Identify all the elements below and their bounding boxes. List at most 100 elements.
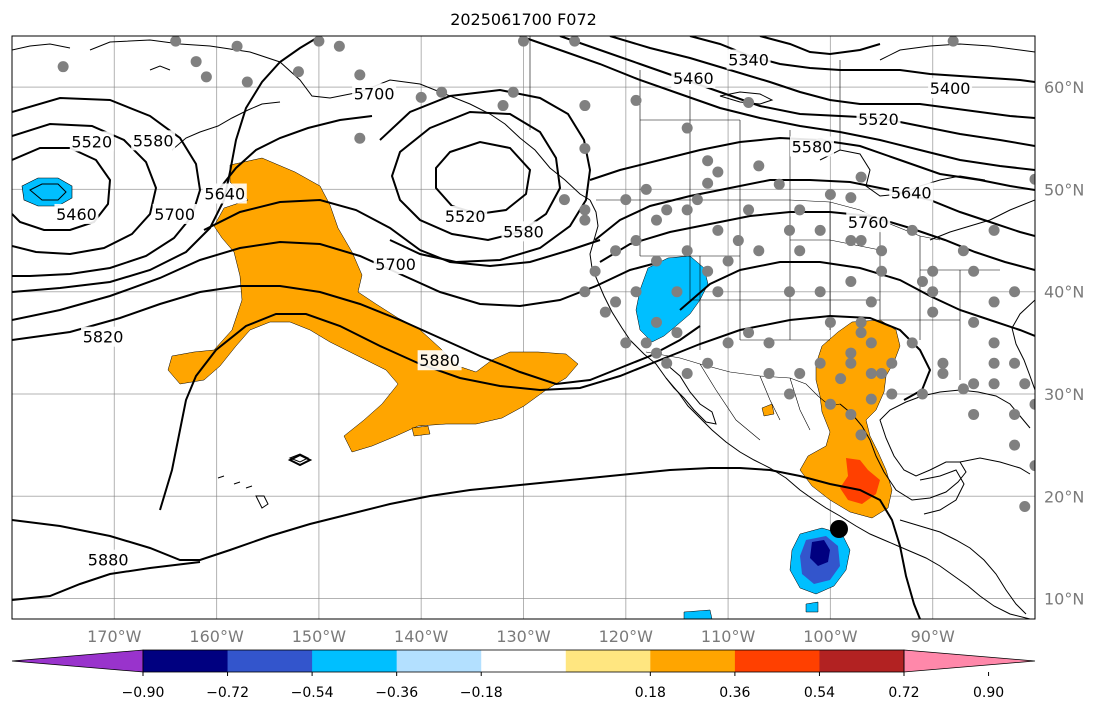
contour-label-bg bbox=[417, 350, 462, 371]
station-marker bbox=[518, 36, 529, 47]
coastline-central-america bbox=[899, 519, 1027, 615]
station-marker bbox=[661, 204, 673, 216]
station-marker bbox=[968, 265, 980, 277]
station-marker bbox=[968, 408, 980, 420]
station-marker bbox=[354, 69, 366, 81]
station-marker bbox=[589, 265, 601, 277]
station-marker bbox=[620, 337, 632, 349]
contour-5820-wave bbox=[12, 285, 701, 386]
contour-5880-bottom bbox=[12, 561, 201, 601]
contour-label-bg bbox=[846, 212, 891, 233]
colorbar-segment bbox=[227, 650, 313, 672]
strong-positive-anomaly-mexico bbox=[840, 458, 880, 504]
latitude-label: 20°N bbox=[1044, 487, 1084, 506]
colorbar-label: −0.72 bbox=[206, 685, 249, 701]
station-marker bbox=[876, 368, 888, 380]
station-marker bbox=[681, 368, 693, 380]
station-marker bbox=[968, 378, 980, 390]
contour-label-bg bbox=[86, 549, 131, 570]
station-marker bbox=[1019, 378, 1031, 390]
contour-label-bg bbox=[928, 78, 973, 99]
positive-anomaly-pacific-blob bbox=[411, 425, 431, 437]
coastlines bbox=[12, 39, 1035, 619]
contour-label: 5340 bbox=[728, 51, 769, 70]
station-marker bbox=[1029, 398, 1035, 410]
station-marker bbox=[558, 194, 570, 206]
station-marker bbox=[855, 235, 867, 247]
longitude-label: 110°W bbox=[701, 627, 756, 646]
colorbar-label: −0.36 bbox=[375, 685, 418, 701]
latitude-label: 60°N bbox=[1044, 78, 1084, 97]
station-marker bbox=[794, 204, 806, 216]
positive-anomaly-pacific-plume bbox=[167, 157, 579, 453]
station-marker bbox=[937, 368, 949, 380]
contour-5640-arc bbox=[219, 115, 373, 189]
latitude-labels: 10°N 20°N 30°N 40°N 50°N 60°N bbox=[1044, 78, 1084, 608]
station-marker bbox=[845, 192, 857, 204]
contour-labels: 5340 5400 5460 5520 5580 5640 5700 5760 5520 5580… bbox=[54, 49, 973, 570]
station-marker bbox=[824, 316, 836, 328]
coastline-arctic-islands bbox=[719, 91, 774, 105]
strong-negative-anomaly-tropical bbox=[810, 540, 830, 566]
station-marker bbox=[794, 368, 806, 380]
contour-label: 5700 bbox=[154, 205, 195, 224]
coastline-hudson bbox=[819, 149, 986, 197]
station-marker bbox=[620, 194, 632, 206]
station-marker bbox=[906, 337, 918, 349]
station-marker bbox=[170, 36, 182, 47]
contour-5520 bbox=[559, 36, 1035, 147]
station-marker bbox=[661, 357, 673, 369]
border-mexico-states bbox=[699, 363, 811, 441]
station-marker bbox=[579, 100, 591, 112]
contour-low-west-2 bbox=[12, 122, 158, 256]
station-marker bbox=[845, 357, 857, 369]
coastline-arctic bbox=[879, 43, 1035, 61]
station-marker bbox=[436, 86, 448, 98]
station-marker bbox=[988, 224, 1000, 236]
contour-5880-south bbox=[12, 467, 921, 619]
contour-label: 5400 bbox=[930, 79, 971, 98]
contour-low-east-1 bbox=[435, 140, 532, 216]
station-marker bbox=[927, 286, 939, 298]
contour-label-bg bbox=[726, 49, 771, 70]
contour-label-bg bbox=[443, 206, 488, 227]
station-marker bbox=[569, 36, 581, 47]
latitude-label: 40°N bbox=[1044, 283, 1084, 302]
station-marker bbox=[824, 189, 836, 201]
station-marker bbox=[650, 214, 662, 226]
contour-label-bg bbox=[69, 131, 114, 152]
station-marker bbox=[650, 347, 662, 359]
longitude-labels: 170°W 160°W 150°W 140°W 130°W 120°W 110°W 100°W… bbox=[87, 627, 955, 646]
border-us-mexico bbox=[645, 351, 841, 407]
coastline-northeast bbox=[929, 199, 1035, 241]
contour-label-bg bbox=[81, 326, 126, 347]
station-marker bbox=[783, 388, 795, 400]
coastline-alaska bbox=[89, 39, 591, 201]
colorbar-label: 0.72 bbox=[888, 685, 919, 701]
contour-5700-wave bbox=[203, 198, 601, 268]
contour-label-bg bbox=[889, 182, 934, 203]
station-marker bbox=[702, 155, 714, 167]
station-marker bbox=[824, 398, 836, 410]
station-marker bbox=[876, 265, 888, 277]
contour-5760-wave bbox=[12, 240, 661, 321]
station-marker bbox=[845, 408, 857, 420]
contour-5340 bbox=[759, 36, 881, 56]
longitude-label: 100°W bbox=[803, 627, 858, 646]
colorbar-segment bbox=[481, 650, 567, 672]
contour-low-west-3 bbox=[12, 96, 202, 277]
station-marker bbox=[743, 96, 755, 108]
coastline-west-coast bbox=[589, 199, 1031, 619]
latitude-label: 10°N bbox=[1044, 590, 1084, 609]
station-marker bbox=[845, 275, 857, 287]
station-marker bbox=[1009, 439, 1021, 451]
colorbar-segment bbox=[819, 650, 905, 672]
station-marker bbox=[57, 61, 69, 73]
station-marker bbox=[200, 71, 212, 83]
colorbar-segment bbox=[565, 650, 651, 672]
station-marker bbox=[783, 224, 795, 236]
contour-label-bg bbox=[856, 108, 901, 129]
station-marker bbox=[610, 296, 622, 308]
station-marker bbox=[794, 245, 806, 257]
station-marker bbox=[927, 265, 939, 277]
